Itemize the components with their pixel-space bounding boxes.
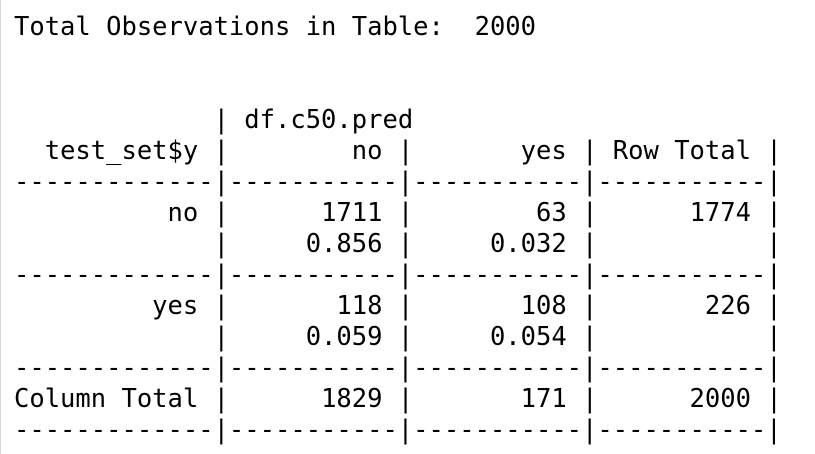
column-total-label: Column Total <box>14 384 199 414</box>
total-observations-value: 2000 <box>474 12 537 42</box>
grand-total: 2000 <box>689 384 751 414</box>
cell-yes-yes-count: 108 <box>520 291 567 321</box>
column-variable-label: df.c50.pred <box>244 105 414 135</box>
cell-yes-no-proportion: 0.059 <box>305 322 383 352</box>
cell-no-no-count: 1711 <box>321 198 383 228</box>
row-variable-label: test_set$y <box>44 136 199 166</box>
cell-yes-yes-proportion: 0.054 <box>489 322 567 352</box>
row-total-no: 1774 <box>689 198 751 228</box>
column-total-no: 1829 <box>321 384 383 414</box>
cell-no-no-proportion: 0.856 <box>305 229 383 259</box>
cell-no-yes-proportion: 0.032 <box>489 229 567 259</box>
total-observations-label: Total Observations in Table: <box>14 12 444 42</box>
col-header-no: no <box>351 136 383 166</box>
row-label-no: no <box>167 198 199 228</box>
row-label-yes: yes <box>152 291 199 321</box>
col-header-row-total: Row Total <box>612 136 751 166</box>
cell-yes-no-count: 118 <box>336 291 383 321</box>
column-total-yes: 171 <box>520 384 567 414</box>
cell-no-yes-count: 63 <box>536 198 567 228</box>
crosstable-output: Total Observations in Table: 2000 | df.c… <box>14 12 782 445</box>
row-total-yes: 226 <box>704 291 751 321</box>
col-header-yes: yes <box>520 136 567 166</box>
